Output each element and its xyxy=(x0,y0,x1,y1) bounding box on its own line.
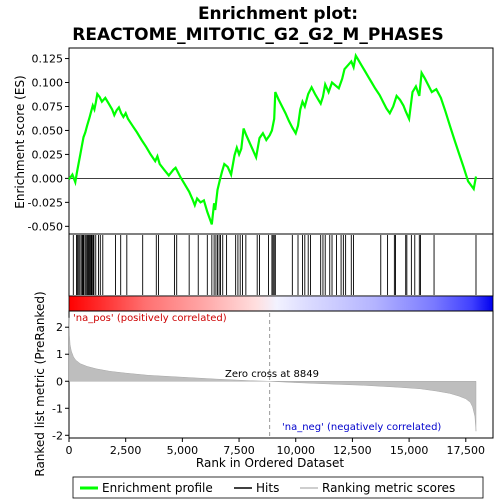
x-tick-label: 0 xyxy=(66,444,73,457)
x-tick-label: 17,500 xyxy=(447,444,486,457)
x-tick-label: 10,000 xyxy=(276,444,315,457)
x-axis-label: Rank in Ordered Dataset xyxy=(196,456,344,470)
legend-box xyxy=(72,476,484,499)
zero-cross-label: Zero cross at 8849 xyxy=(225,369,319,380)
metric-y-tick-label: 2 xyxy=(56,321,63,334)
x-tick-label: 15,000 xyxy=(390,444,429,457)
hits-frame xyxy=(68,233,494,297)
colorbar-positive-label: 'na_pos' (positively correlated) xyxy=(73,313,227,324)
es-y-tick-label: 0.025 xyxy=(32,148,64,161)
metric-y-axis-label: Ranked list metric (PreRanked) xyxy=(33,291,47,476)
metric-y-tick-label: -1 xyxy=(52,402,63,415)
es-y-axis-label: Enrichment score (ES) xyxy=(13,75,27,208)
x-tick-label: 7,500 xyxy=(223,444,255,457)
legend-label-metric: Ranking metric scores xyxy=(322,481,455,495)
es-y-tick-label: 0.000 xyxy=(32,172,64,185)
metric-y-tick-label: 0 xyxy=(56,375,63,388)
x-tick-label: 5,000 xyxy=(167,444,199,457)
ranking-metric-area xyxy=(68,317,477,432)
chart-title-line-2: REACTOME_MITOTIC_G2_G2_M_PHASES xyxy=(72,25,444,45)
chart-legend: Enrichment profile Hits Ranking metric s… xyxy=(72,476,484,499)
es-y-tick-label: 0.125 xyxy=(32,53,64,66)
metric-y-tick-label: 1 xyxy=(56,348,63,361)
es-y-tick-label: 0.050 xyxy=(32,124,64,137)
enrichment-profile-line xyxy=(68,52,478,225)
es-y-tick-label: 0.075 xyxy=(32,100,64,113)
enrichment-score-panel: -0.050 -0.025 0.000 0.025 0.050 0.075 0.100 0.1… xyxy=(28,47,494,235)
metric-y-tick-label: -2 xyxy=(52,429,63,442)
es-y-tick-label: 0.100 xyxy=(32,77,64,90)
chart-title-line-1: Enrichment plot: xyxy=(198,4,358,24)
legend-label-enrichment: Enrichment profile xyxy=(102,481,213,495)
es-plot-frame xyxy=(68,47,494,235)
es-y-tick-label: -0.050 xyxy=(28,220,63,233)
colorbar-negative-label: 'na_neg' (negatively correlated) xyxy=(282,422,441,433)
x-tick-label: 2,500 xyxy=(110,444,142,457)
ranked-metric-panel: -2 -1 0 1 2 xyxy=(52,310,494,442)
es-y-tick-label: -0.025 xyxy=(28,196,63,209)
x-tick-label: 12,500 xyxy=(333,444,372,457)
hits-panel xyxy=(68,233,494,297)
ranking-colorbar xyxy=(68,295,494,312)
colorbar-rect xyxy=(68,295,494,312)
x-axis: 0 2,500 5,000 7,500 10,000 12,500 15,000 17,500 xyxy=(66,438,486,457)
legend-label-hits: Hits xyxy=(256,481,279,495)
